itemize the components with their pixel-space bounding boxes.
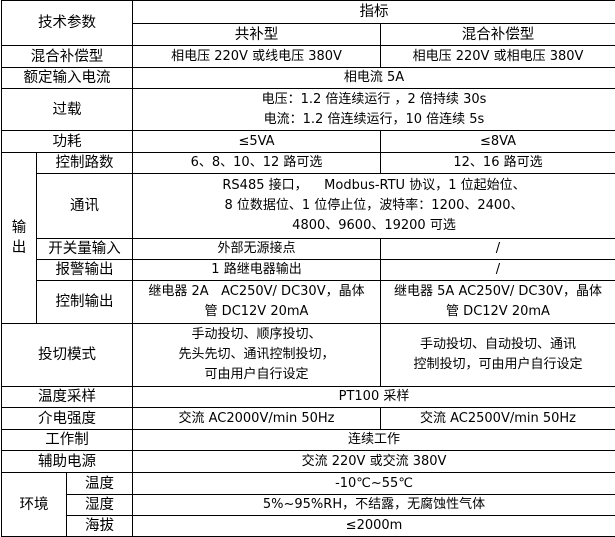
row-label: 介电强度 (1, 407, 133, 430)
row-label: 混合补偿型 (1, 45, 133, 68)
row-temp-sampling: 温度采样 PT100 采样 (1, 386, 615, 408)
cell-a: 1 路继电器输出 (132, 259, 381, 281)
cell-b: 12、16 路可选 (380, 152, 615, 174)
cell-b: 继电器 5A AC250V/ DC30V，晶体 管 DC12V 20mA (380, 280, 615, 324)
line: 4800、9600、19200 可选 (292, 218, 456, 233)
line: 电流：1.2 倍连续运行，10 倍连续 5s (263, 111, 485, 127)
row-env-humidity: 湿度 5%~95%RH，不结露，无腐蚀性气体 (2, 494, 615, 516)
row-label: 投切模式 (1, 323, 133, 387)
row-overload: 过载 电压：1.2 倍连续运行 ，2 倍持续 30s 电流：1.2 倍连续运行，… (1, 88, 615, 131)
row-label: 温度采样 (1, 386, 133, 408)
line: 手动投切、顺序投切、 (191, 327, 322, 342)
row-label: 控制路数 (36, 152, 133, 174)
line: 手动投切、自动投切、通讯 (419, 337, 576, 352)
row-duty: 工作制 连续工作 (1, 429, 615, 451)
cell-value: PT100 采样 (132, 386, 615, 408)
row-label: 湿度 (66, 494, 133, 516)
line: 电压：1.2 倍连续运行 ，2 倍持续 30s (261, 91, 487, 107)
cell-value: 5%~95%RH，不结露，无腐蚀性气体 (132, 494, 615, 516)
cell-a: 相电压 220V 或线电压 380V (132, 45, 381, 68)
row-label: 海拔 (66, 515, 133, 537)
row-switch-input: 开关量输入 外部无源接点 / (2, 238, 615, 260)
cell-b: ≤8VA (380, 130, 615, 153)
row-current: 额定输入电流 相电流 5A (1, 67, 615, 89)
cell-value: 相电流 5A (132, 67, 615, 89)
row-label: 报警输出 (36, 259, 133, 281)
cell-value: RS485 接口， Modbus-RTU 协议，1 位起始位、 8 位数据位、1… (132, 173, 615, 239)
cell-b: 交流 AC2500V/min 50Hz (380, 407, 615, 430)
row-label: 辅助电源 (1, 450, 133, 473)
row-label: 工作制 (1, 429, 133, 451)
cell-value: ≤2000m (132, 515, 615, 537)
cell-value: 连续工作 (132, 429, 615, 451)
row-channels: 输出 控制路数 6、8、10、12 路可选 12、16 路可选 (1, 152, 615, 324)
env-group-label: 环境 (1, 472, 67, 537)
cell-a: 外部无源接点 (132, 238, 381, 260)
row-control-output: 控制输出 继电器 2A AC250V/ DC30V，晶体 管 DC12V 20m… (2, 280, 615, 324)
cell-a: ≤5VA (132, 130, 381, 153)
header-col-a: 共补型 (132, 23, 381, 46)
line: 继电器 5A AC250V/ DC30V，晶体 (394, 284, 602, 299)
cell-a: 交流 AC2000V/min 50Hz (132, 407, 381, 430)
row-alarm: 报警输出 1 路继电器输出 / (2, 259, 615, 281)
cell-a: 继电器 2A AC250V/ DC30V，晶体 管 DC12V 20mA (132, 280, 381, 324)
row-aux-power: 辅助电源 交流 220V 或交流 380V (1, 450, 615, 473)
row-switching: 投切模式 手动投切、顺序投切、 先头先切、通讯控制投切， 可由用户自行设定 手动… (1, 323, 615, 387)
cell-a: 手动投切、顺序投切、 先头先切、通讯控制投切， 可由用户自行设定 (132, 323, 381, 387)
line: 先头先切、通讯控制投切， (178, 347, 335, 362)
line: 管 DC12V 20mA (204, 304, 309, 319)
header-spec: 指标 (132, 0, 615, 24)
cell-b: 手动投切、自动投切、通讯 控制投切，可由用户自行设定 (380, 323, 615, 387)
row-label: 额定输入电流 (1, 67, 133, 89)
line: 继电器 2A AC250V/ DC30V，晶体 (148, 284, 365, 299)
row-label: 功耗 (1, 130, 133, 153)
cell-b: / (380, 238, 615, 260)
line: 管 DC12V 20mA (446, 304, 550, 319)
line: RS485 接口， Modbus-RTU 协议，1 位起始位、 (222, 178, 526, 193)
row-mix: 混合补偿型 相电压 220V 或线电压 380V 相电压 220V 或相电压 3… (1, 45, 615, 68)
output-group-label: 输出 (1, 152, 37, 324)
row-env-altitude: 海拔 ≤2000m (2, 515, 615, 537)
row-env-temperature: 环境 温度 -10℃~55℃ (1, 472, 615, 537)
cell-a: 6、8、10、12 路可选 (132, 152, 381, 174)
row-comm: 通讯 RS485 接口， Modbus-RTU 协议，1 位起始位、 8 位数据… (2, 173, 615, 239)
row-label: 温度 (66, 472, 133, 495)
cell-value: 电压：1.2 倍连续运行 ，2 倍持续 30s 电流：1.2 倍连续运行，10 … (132, 88, 615, 131)
cell-value: 交流 220V 或交流 380V (132, 450, 615, 473)
cell-b: 相电压 220V 或相电压 380V (380, 45, 615, 68)
row-dielectric: 介电强度 交流 AC2000V/min 50Hz 交流 AC2500V/min … (1, 407, 615, 430)
line: 8 位数据位、1 位停止位，波特率：1200、2400、 (224, 198, 524, 213)
row-label: 控制输出 (36, 280, 133, 324)
cell-b: / (380, 259, 615, 281)
cell-value: -10℃~55℃ (132, 472, 615, 495)
row-label: 开关量输入 (36, 238, 133, 260)
row-label: 过载 (1, 88, 133, 131)
header-param: 技术参数 (1, 0, 133, 46)
line: 控制投切，可由用户自行设定 (413, 357, 583, 372)
row-label: 通讯 (36, 173, 133, 239)
line: 可由用户自行设定 (204, 367, 309, 382)
row-power: 功耗 ≤5VA ≤8VA (1, 130, 615, 153)
header-col-b: 混合补偿型 (380, 23, 615, 46)
